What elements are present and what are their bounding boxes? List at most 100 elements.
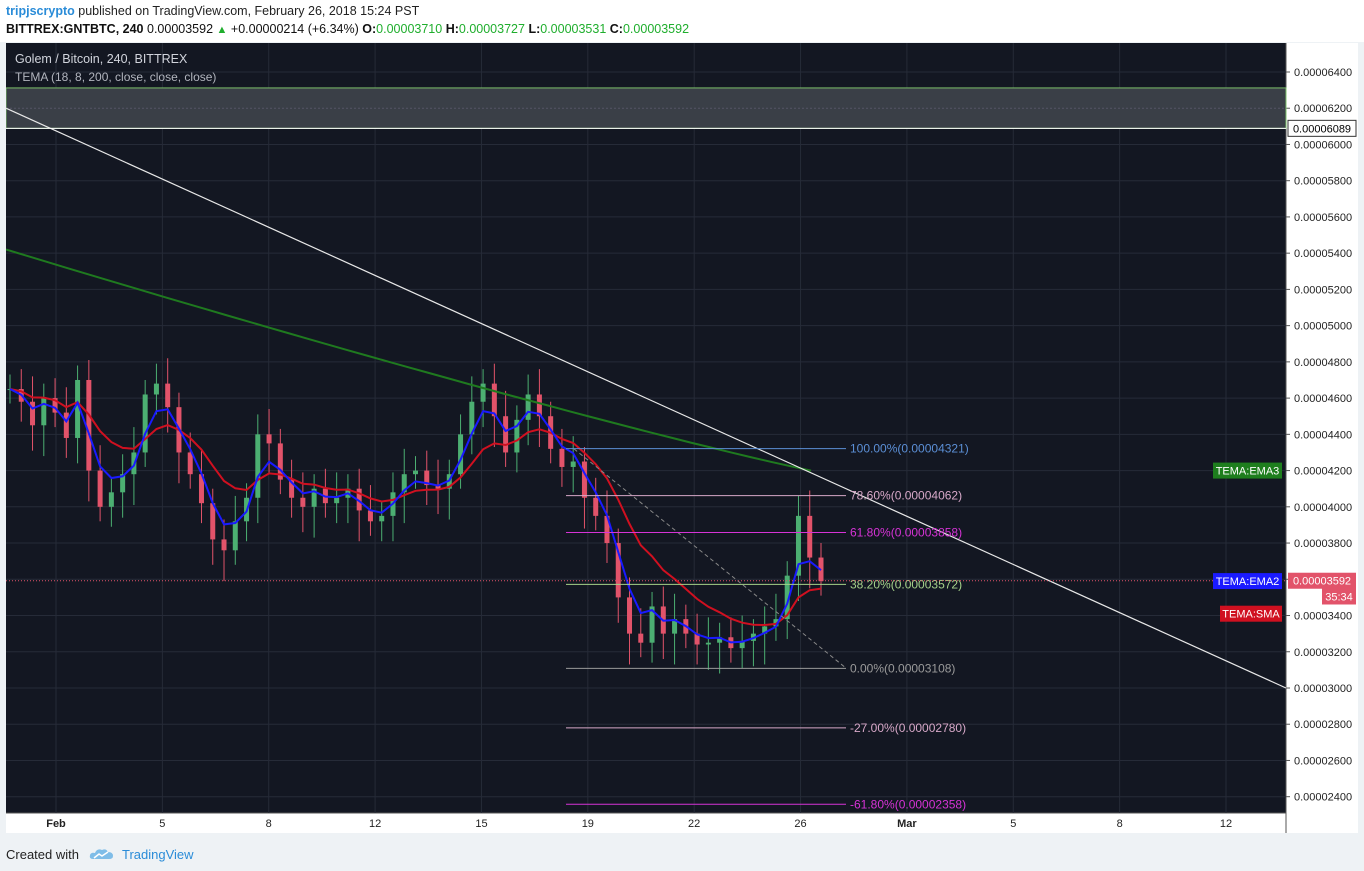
fib-level-label: -27.00%(0.00002780)	[850, 721, 966, 735]
fib-level-label: -61.80%(0.00002358)	[850, 797, 966, 811]
candle-body	[300, 497, 306, 507]
chart-legend-title: Golem / Bitcoin, 240, BITTREX	[15, 52, 188, 66]
candle-body	[435, 485, 441, 489]
price-chart[interactable]: 0.00002400 0.00002600 0.00002800 0.00003000…	[6, 43, 1358, 833]
symbol-label: BITTREX:GNTBTC, 240	[6, 22, 144, 36]
publish-line: tripjscrypto published on TradingView.co…	[6, 4, 419, 18]
candle-body	[210, 503, 216, 540]
candle-body	[334, 497, 340, 504]
y-tick-label: 0.00005800	[1294, 176, 1352, 188]
tradingview-cloud-icon	[89, 849, 113, 859]
y-tick-label: 0.00005200	[1294, 284, 1352, 296]
indicator-badge: TEMA:EMA3	[1216, 466, 1280, 478]
last-price: 0.00003592	[147, 22, 214, 36]
price-axis-label-bg	[1288, 572, 1356, 589]
candle-body	[221, 539, 227, 551]
y-tick-label: 0.00003400	[1294, 611, 1352, 623]
price-axis-label: 35:34	[1325, 591, 1353, 603]
plot-background	[6, 43, 1286, 813]
y-tick-label: 0.00005400	[1294, 248, 1352, 260]
candle-body	[795, 515, 801, 576]
indicator-badge-bg	[1213, 573, 1282, 590]
fib-level-label: 100.00%(0.00004321)	[850, 442, 969, 456]
open-value: 0.00003710	[376, 22, 443, 36]
created-with-text: Created with	[6, 847, 79, 862]
candle-body	[97, 470, 103, 507]
low-value: 0.00003531	[540, 22, 607, 36]
indicator-badge: TEMA:EMA2	[1216, 576, 1280, 588]
candle-body	[762, 626, 768, 634]
candle-body	[593, 497, 599, 516]
candle-body	[638, 633, 644, 643]
symbol-line: BITTREX:GNTBTC, 240 0.00003592 ▲ +0.0000…	[6, 22, 689, 36]
tema-ema2-line	[9, 388, 822, 644]
y-tick-label: 0.00004200	[1294, 466, 1352, 478]
indicator-badge-bg	[1220, 605, 1282, 622]
indicator-legend[interactable]: TEMA (18, 8, 200, close, close, close)	[15, 70, 217, 84]
y-tick-label: 0.00006200	[1294, 103, 1352, 115]
candle-body	[86, 379, 92, 471]
author-link[interactable]: tripjscrypto	[6, 4, 75, 18]
candle-body	[142, 394, 148, 453]
y-tick-label: 0.00005000	[1294, 321, 1352, 333]
descending-trendline	[6, 107, 1287, 689]
candle-body	[503, 416, 509, 453]
candle-body	[255, 434, 261, 498]
candle-body	[615, 543, 621, 598]
publish-header: tripjscrypto published on TradingView.co…	[0, 0, 1364, 42]
candle-body	[627, 597, 633, 634]
candle-body	[413, 470, 418, 475]
candle-body	[649, 606, 655, 643]
x-tick-label: 19	[582, 818, 594, 830]
candle-body	[120, 474, 126, 493]
y-tick-label: 0.00004000	[1294, 502, 1352, 514]
x-tick-label: 15	[475, 818, 487, 830]
candle-body	[108, 492, 114, 507]
y-tick-label: 0.00005600	[1294, 212, 1352, 224]
open-label: O:	[362, 22, 377, 36]
fib-level-label: 38.20%(0.00003572)	[850, 577, 962, 591]
y-tick-label: 0.00003200	[1294, 647, 1352, 659]
y-tick-label: 0.00004800	[1294, 357, 1352, 369]
price-axis-label-bg	[1322, 588, 1356, 605]
high-value: 0.00003727	[458, 22, 525, 36]
fib-level-label: 61.80%(0.00003858)	[850, 526, 962, 540]
close-label: C:	[609, 22, 623, 36]
y-tick-label: 0.00002600	[1294, 755, 1352, 767]
y-tick-label: 0.00004600	[1294, 393, 1352, 405]
close-value: 0.00003592	[622, 22, 690, 36]
candle-body	[784, 575, 790, 620]
candle-body	[458, 434, 464, 475]
candle-body	[536, 394, 542, 417]
price-axis-label: 0.00003592	[1293, 576, 1351, 588]
fib-connector-line	[573, 448, 847, 669]
tradingview-link[interactable]: TradingView	[122, 847, 194, 862]
x-tick-label: 12	[1220, 818, 1232, 830]
low-label: L:	[528, 22, 541, 36]
published-text: published on TradingView.com, February 2…	[78, 4, 420, 18]
candle-body	[807, 515, 813, 558]
candle-body	[63, 412, 69, 438]
candle-body	[232, 521, 238, 551]
candle-body	[187, 452, 193, 475]
candle-body	[165, 383, 171, 408]
candle-body	[367, 510, 373, 522]
x-tick-label: 22	[688, 818, 700, 830]
candle-body	[672, 619, 678, 634]
candle-body	[379, 515, 385, 522]
x-tick-label: 12	[369, 818, 381, 830]
price-change: +0.00000214 (+6.34%)	[230, 22, 359, 36]
x-tick-label: 5	[1010, 818, 1016, 830]
up-arrow-icon: ▲	[216, 24, 228, 36]
y-tick-label: 0.00003000	[1294, 683, 1352, 695]
chart-area[interactable]: 0.00002400 0.00002600 0.00002800 0.00003000…	[6, 43, 1358, 833]
candle-body	[266, 434, 272, 444]
candle-body	[469, 401, 475, 435]
y-tick-label: 0.00006000	[1294, 139, 1352, 151]
x-tick-label: 8	[266, 818, 272, 830]
x-tick-label: 26	[794, 818, 806, 830]
candle-body	[153, 383, 159, 395]
candle-body	[491, 383, 497, 417]
high-label: H:	[445, 22, 459, 36]
fib-level-label: 0.00%(0.00003108)	[850, 661, 955, 675]
